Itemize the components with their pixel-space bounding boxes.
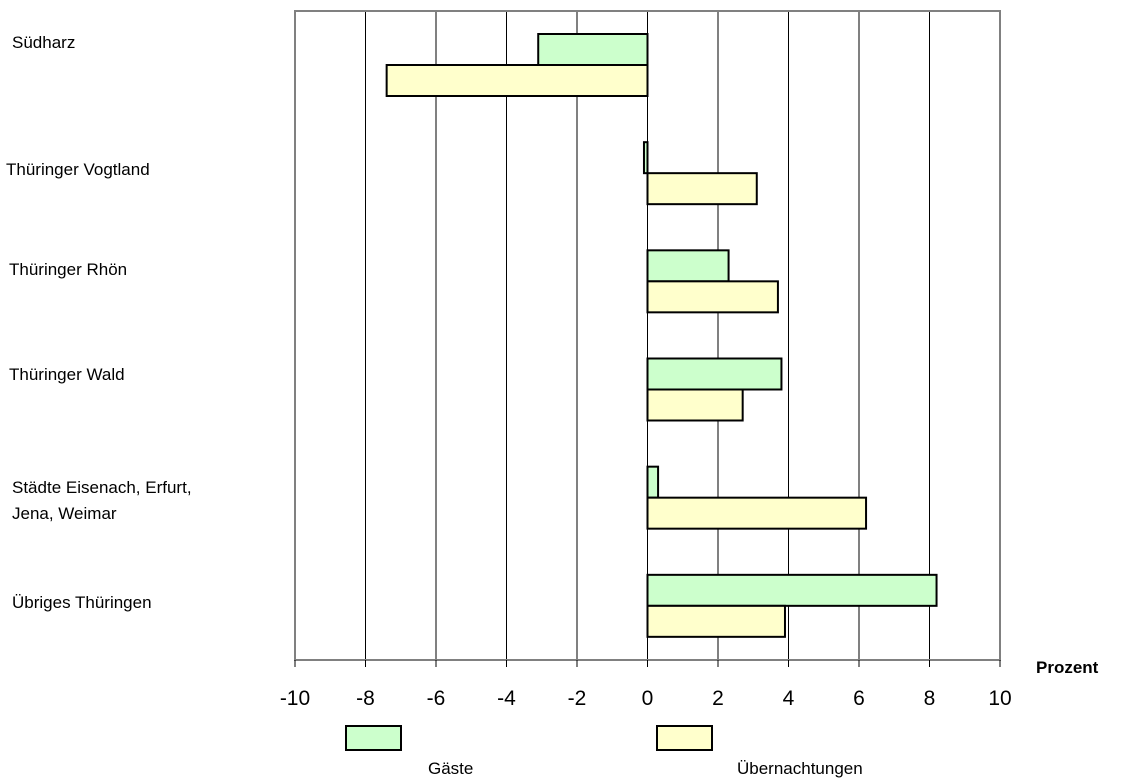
x-tick-label: 4 [783,687,795,710]
bar-gaeste [646,357,783,391]
bar-uebernachtungen [646,280,779,314]
category-label-wald: Thüringer Wald [9,365,125,384]
x-tick-label: 2 [712,687,724,710]
legend-label-gaeste: Gäste [428,759,473,778]
bar-uebernachtungen [646,496,868,530]
category-label-staedte: Städte Eisenach, Erfurt, Jena, Weimar [12,478,192,523]
category-label-vogtland: Thüringer Vogtland [6,160,150,179]
x-tick-label: 0 [642,687,654,710]
legend-label-uebernachtungen: Übernachtungen [737,759,863,778]
legend: Gäste Übernachtungen [345,725,863,778]
bar-gaeste [646,249,730,283]
category-label-uebriges: Übriges Thüringen [12,593,152,612]
category-label-rhoen: Thüringer Rhön [9,260,128,279]
bar-uebernachtungen [646,388,744,422]
x-tick-label: -4 [497,687,516,710]
legend-swatch-uebernachtungen [656,725,713,751]
bars [385,33,938,638]
x-axis-unit-label: Prozent [1036,658,1099,677]
bar-uebernachtungen [646,604,786,638]
x-tick-label: 6 [853,687,865,710]
bar-uebernachtungen [385,64,649,97]
x-tick-label: -8 [356,687,375,710]
x-tick-label: -6 [427,687,446,710]
legend-swatch-gaeste [345,725,402,751]
gridlines [365,11,930,660]
bar-gaeste [642,141,649,175]
category-label-suedharz: Südharz [12,33,76,52]
x-axis: -10 -8 -6 -4 -2 0 2 4 6 8 10 [280,660,1012,710]
bar-gaeste [646,573,938,607]
bar-uebernachtungen [646,172,758,206]
bar-gaeste [646,465,660,499]
x-tick-label: 8 [924,687,936,710]
x-tick-label: 10 [988,687,1011,710]
x-tick-label: -2 [568,687,587,710]
bar-gaeste [537,33,649,66]
x-tick-label: -10 [280,687,310,710]
